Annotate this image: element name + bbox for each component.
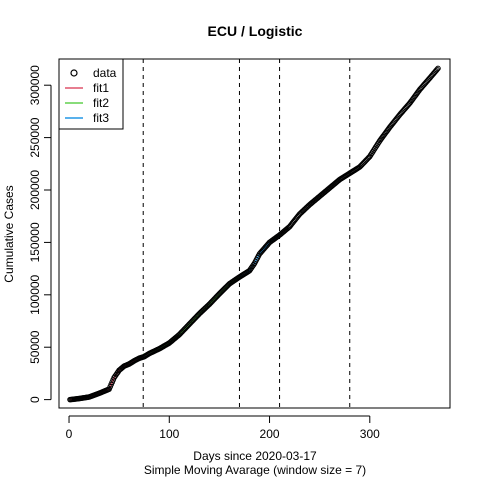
data-point <box>435 65 441 72</box>
data-point <box>434 66 440 73</box>
x-axis-sublabel: Simple Moving Avarage (window size = 7) <box>144 463 366 477</box>
legend-label-fit1: fit1 <box>93 81 109 95</box>
y-tick-label: 200000 <box>28 170 42 210</box>
x-axis-label: Days since 2020-03-17 <box>193 449 317 463</box>
y-tick-label: 50000 <box>28 330 42 364</box>
y-tick-label: 0 <box>28 396 42 403</box>
x-tick-label: 300 <box>360 427 380 441</box>
plot-area <box>58 58 451 409</box>
x-axis: 0 100 200 300 <box>66 415 380 441</box>
vertical-reference-lines <box>142 59 351 408</box>
y-tick-label: 100000 <box>28 274 42 314</box>
x-tick-label: 100 <box>159 427 179 441</box>
y-tick-label: 300000 <box>28 65 42 105</box>
legend-label-data: data <box>93 66 117 80</box>
data-points <box>67 65 441 403</box>
chart-title: ECU / Logistic <box>208 23 303 39</box>
y-axis-label: Cumulative Cases <box>2 185 16 282</box>
legend-label-fit2: fit2 <box>93 96 109 110</box>
legend-symbol-data <box>70 69 78 77</box>
legend-label-fit3: fit3 <box>93 111 109 125</box>
x-tick-label: 0 <box>66 427 73 441</box>
y-tick-label: 150000 <box>28 222 42 262</box>
y-axis: 0 50000 100000 150000 200000 250000 300000 <box>28 65 52 403</box>
y-tick-label: 250000 <box>28 117 42 157</box>
x-tick-label: 200 <box>260 427 280 441</box>
plot-frame <box>58 58 451 409</box>
